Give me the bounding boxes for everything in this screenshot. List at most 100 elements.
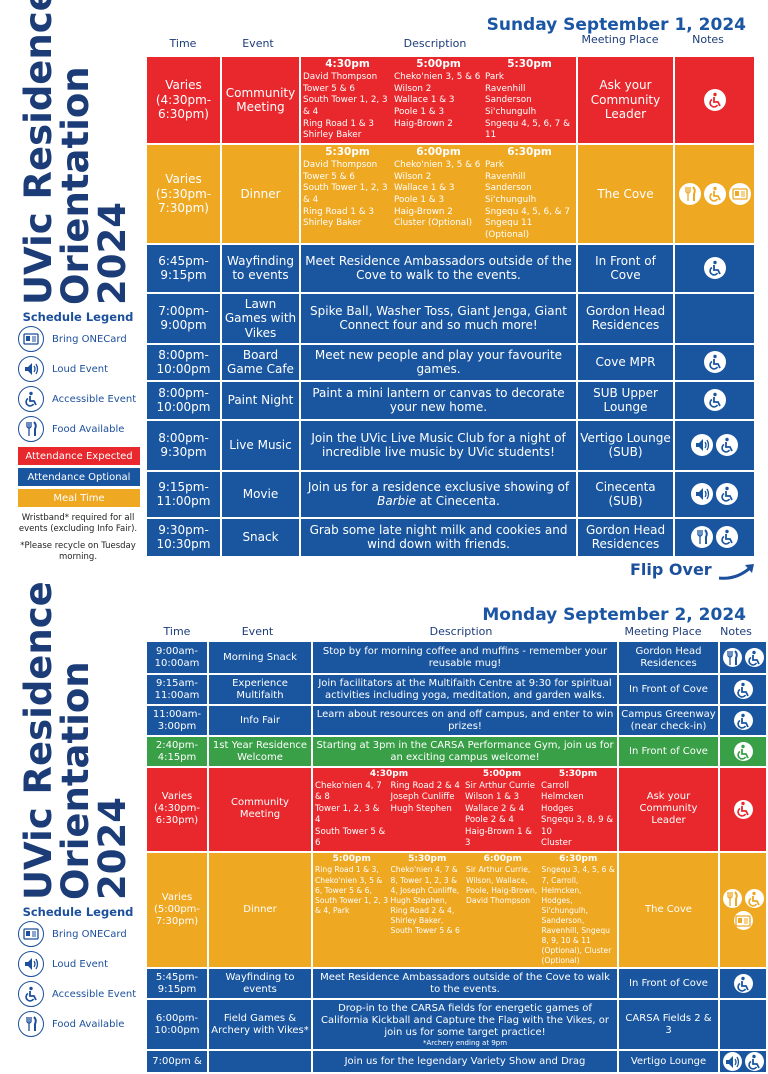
legend-title: Schedule Legend (22, 310, 134, 324)
residence-name: Haig-Brown 2 (394, 118, 453, 129)
residence-name: Shirley Baker (303, 130, 362, 141)
orientation-title: UVic Residence Orientation 2024 (17, 0, 134, 305)
event-notes (675, 471, 754, 517)
schedule-row: 8:00pm-10:00pm Paint Night Paint a mini la… (147, 381, 754, 419)
flip-over-text: Flip Over (630, 560, 712, 579)
accessible-icon (703, 351, 726, 374)
header-notes: Notes (692, 33, 724, 46)
group-columns: Sir Arthur Currie Wilson 1 & 3 Wallace 2 &… (465, 781, 539, 850)
meeting-place: Gordon Head Residences (619, 642, 718, 673)
residence-name: Cheko'nien 4, 7 & 8, Tower 1, 2, 3 & 4, … (390, 865, 460, 936)
residence-name: Shirley Baker (303, 218, 362, 229)
event-name: Snack (222, 518, 299, 556)
schedule-row: 9:15pm-11:00pm Movie Join us for a residen… (147, 471, 754, 517)
residence-name: David Thompson (303, 160, 378, 171)
header-time: Time (169, 37, 197, 50)
event-description: Join facilitators at the Multifaith Cent… (313, 675, 617, 704)
residence-name: Wallace 1 & 3 (394, 183, 455, 194)
event-description: 4:30pm David Thompson Tower 5 & 6 South Tow… (301, 57, 576, 144)
time-group: 6:00pm Cheko'nien 3, 5 & 6 Wilson 2 Wallace… (394, 146, 483, 242)
meeting-place: Campus Greenway (near check-in) (619, 706, 718, 735)
event-time: Varies (5:00pm-7:30pm) (147, 852, 207, 968)
legend-label: Bring ONECard (52, 928, 127, 940)
residence-name: Sanderson (485, 183, 532, 194)
group-columns: Cheko'nien 4, 7 & 8 Tower 1, 2, 3 & 4 Sout… (315, 781, 463, 850)
food-icon (691, 526, 713, 549)
header-meeting: Meeting Place (624, 625, 702, 638)
description-text: Starting at 3pm in the CARSA Performance… (316, 739, 614, 763)
accessible-icon (733, 711, 753, 730)
description-text: Meet new people and play your favourite … (314, 347, 563, 377)
legend-label: Bring ONECard (52, 333, 127, 345)
notes-icons (722, 680, 764, 699)
residence-name: Hodges (541, 803, 574, 814)
accessible-icon (716, 526, 738, 549)
event-notes (720, 852, 766, 968)
event-name: Lawn Games with Vikes (222, 293, 299, 343)
group-time: 4:30pm (325, 58, 370, 70)
flip-over-label: Flip Over (630, 560, 757, 580)
residence-name: Helmcken (541, 792, 584, 803)
day2-date: Monday September 2, 2024 (482, 605, 746, 625)
residence-name: Wilson 1 & 3 (465, 792, 520, 803)
group-time: 6:00pm (483, 853, 522, 864)
time-group: 5:00pm Cheko'nien 3, 5 & 6 Wilson 2 Wallace… (394, 58, 483, 142)
schedule-row: 5:45pm-9:15pm Wayfinding to events Meet Re… (147, 969, 766, 999)
residence-groups: 4:30pm David Thompson Tower 5 & 6 South Tow… (303, 58, 574, 142)
event-time: 2:40pm-4:15pm (147, 737, 207, 766)
header-description: Description (403, 37, 467, 50)
notes-icons (722, 648, 764, 667)
description-text: Learn about resources on and off campus,… (316, 708, 614, 732)
group-column: Park Ravenhill Sanderson Si'chungulh Sngequ … (485, 72, 574, 142)
event-name: Wayfinding to events (209, 969, 311, 999)
group-column: Sir Arthur Currie, Wilson, Wallace, Pool… (466, 865, 540, 905)
group-column: Park Ravenhill Sanderson Si'chungulh Sngequ … (485, 160, 574, 242)
event-name: Info Fair (209, 706, 311, 735)
notes-icons (722, 1052, 764, 1072)
time-group: 5:00pm Ring Road 1 & 3, Cheko'nien 3, 5 &… (315, 854, 389, 967)
event-time: Varies (4:30pm-6:30pm) (147, 768, 207, 851)
onecard-icon (18, 326, 44, 352)
event-name: Experience Multifaith (209, 675, 311, 704)
residence-name: Wallace 2 & 4 (465, 803, 525, 814)
residence-name: Ring Road 2 & 4 (390, 780, 460, 791)
loud-icon (18, 951, 44, 977)
legend-item: Loud Event (14, 949, 142, 979)
group-columns: Ring Road 1 & 3, Cheko'nien 3, 5 & 6, To… (315, 865, 389, 915)
accessible-icon (703, 89, 726, 112)
event-notes (720, 768, 766, 851)
event-description: Meet Residence Ambassadors outside of th… (301, 244, 576, 292)
onecard-icon (18, 921, 44, 947)
notes-icons (677, 389, 752, 412)
residence-name: Haig-Brown 1 & 3 (465, 826, 532, 849)
legend-label: Loud Event (52, 958, 109, 970)
legend-label: Food Available (52, 423, 125, 435)
notes-icons (677, 182, 752, 205)
event-name: Board Game Cafe (222, 344, 299, 380)
meeting-place: In Front of Cove (619, 969, 718, 999)
group-time: 6:30pm (507, 146, 552, 159)
group-time: 5:00pm (416, 58, 461, 70)
residence-name: Si'chungulh (485, 195, 537, 206)
notes-icons (677, 483, 752, 506)
event-description: Stop by for morning coffee and muffins -… (313, 642, 617, 673)
event-time: 8:00pm-9:30pm (147, 420, 220, 470)
accessible-icon (716, 434, 738, 457)
group-column: Ring Road 1 & 3, Cheko'nien 3, 5 & 6, To… (315, 865, 389, 915)
event-notes (675, 381, 754, 419)
accessible-icon (703, 182, 726, 205)
title-line: 2024 (91, 202, 134, 305)
schedule-row: 2:40pm-4:15pm 1st Year Residence Welcome S… (147, 737, 766, 766)
event-time: 7:00pm & (147, 1051, 207, 1073)
residence-name: Ravenhill (485, 171, 526, 182)
description-text: Drop-in to the CARSA fields for energeti… (321, 1002, 609, 1038)
meeting-place: Vertigo Lounge (SUB) (578, 420, 673, 470)
legend-bar-red: Attendance Expected (18, 447, 140, 465)
food-icon (722, 889, 742, 909)
event-description: Starting at 3pm in the CARSA Performance… (313, 737, 617, 766)
legend-item: Accessible Event (14, 384, 142, 414)
residence-name: Tower 5 & 6 (303, 83, 355, 94)
description-text: Grab some late night milk and cookies an… (309, 522, 568, 552)
schedule-row: Varies (4:30pm-6:30pm) Community Meeting 4… (147, 768, 766, 851)
event-name: Live Music (222, 420, 299, 470)
